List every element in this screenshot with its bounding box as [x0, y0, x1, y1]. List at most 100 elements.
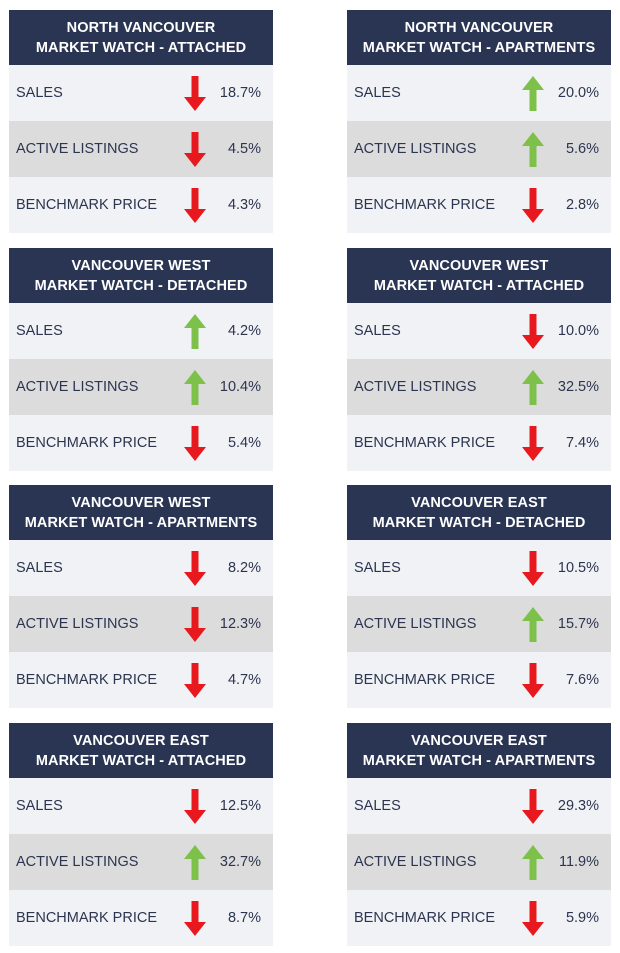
- stat-label: ACTIVE LISTINGS: [354, 616, 477, 632]
- card-region-title: NORTH VANCOUVER: [66, 19, 216, 36]
- market-card: VANCOUVER WEST MARKET WATCH - APARTMENTS S…: [9, 485, 273, 708]
- stat-row: BENCHMARK PRICE 5.9%: [347, 890, 611, 946]
- stat-value: 12.5%: [219, 798, 261, 814]
- stat-value: 32.5%: [557, 379, 599, 395]
- card-region-title: VANCOUVER WEST: [71, 494, 211, 511]
- stat-value: 18.7%: [219, 85, 261, 101]
- stat-value: 10.5%: [557, 560, 599, 576]
- arrow-down-icon: [184, 76, 206, 111]
- stat-label: BENCHMARK PRICE: [354, 910, 495, 926]
- stat-row: BENCHMARK PRICE 2.8%: [347, 177, 611, 233]
- stat-value: 4.3%: [227, 197, 261, 213]
- stat-label: ACTIVE LISTINGS: [354, 379, 477, 395]
- stat-value: 5.4%: [227, 435, 261, 451]
- stat-value: 29.3%: [557, 798, 599, 814]
- arrow-up-icon: [184, 314, 206, 349]
- arrow-down-icon: [184, 901, 206, 936]
- arrow-down-icon: [522, 551, 544, 586]
- stat-label: BENCHMARK PRICE: [354, 197, 495, 213]
- stat-value: 8.2%: [227, 560, 261, 576]
- stat-label: SALES: [354, 85, 401, 101]
- arrow-up-icon: [522, 845, 544, 880]
- arrow-up-icon: [184, 845, 206, 880]
- arrow-down-icon: [184, 426, 206, 461]
- stat-row: ACTIVE LISTINGS 5.6%: [347, 121, 611, 177]
- stat-row: BENCHMARK PRICE 8.7%: [9, 890, 273, 946]
- card-region-title: VANCOUVER WEST: [409, 257, 549, 274]
- stat-value: 4.2%: [227, 323, 261, 339]
- stat-row: BENCHMARK PRICE 5.4%: [9, 415, 273, 471]
- arrow-down-icon: [184, 607, 206, 642]
- arrow-down-icon: [522, 314, 544, 349]
- stat-row: SALES 20.0%: [347, 65, 611, 121]
- stat-label: ACTIVE LISTINGS: [16, 854, 139, 870]
- stat-row: SALES 29.3%: [347, 778, 611, 834]
- card-subtitle: MARKET WATCH - DETACHED: [372, 514, 586, 531]
- arrow-down-icon: [522, 901, 544, 936]
- stat-label: SALES: [16, 85, 63, 101]
- card-region-title: NORTH VANCOUVER: [404, 19, 554, 36]
- stat-row: ACTIVE LISTINGS 32.5%: [347, 359, 611, 415]
- stat-value: 12.3%: [219, 616, 261, 632]
- card-region-title: VANCOUVER EAST: [411, 494, 547, 511]
- market-card: VANCOUVER WEST MARKET WATCH - ATTACHED SAL…: [347, 248, 611, 471]
- stat-label: SALES: [16, 560, 63, 576]
- stat-row: SALES 4.2%: [9, 303, 273, 359]
- stat-row: BENCHMARK PRICE 7.4%: [347, 415, 611, 471]
- stat-value: 5.6%: [565, 141, 599, 157]
- stat-label: SALES: [354, 323, 401, 339]
- stat-row: ACTIVE LISTINGS 15.7%: [347, 596, 611, 652]
- card-header: NORTH VANCOUVER MARKET WATCH - ATTACHED: [9, 10, 273, 65]
- stat-row: BENCHMARK PRICE 4.3%: [9, 177, 273, 233]
- stat-label: BENCHMARK PRICE: [16, 910, 157, 926]
- card-subtitle: MARKET WATCH - APARTMENTS: [24, 514, 258, 531]
- arrow-down-icon: [522, 188, 544, 223]
- arrow-up-icon: [522, 76, 544, 111]
- card-header: VANCOUVER WEST MARKET WATCH - APARTMENTS: [9, 485, 273, 540]
- card-header: VANCOUVER WEST MARKET WATCH - ATTACHED: [347, 248, 611, 303]
- card-header: NORTH VANCOUVER MARKET WATCH - APARTMENTS: [347, 10, 611, 65]
- stat-label: SALES: [354, 798, 401, 814]
- market-card: VANCOUVER EAST MARKET WATCH - ATTACHED SAL…: [9, 723, 273, 946]
- stat-label: BENCHMARK PRICE: [16, 435, 157, 451]
- stat-label: ACTIVE LISTINGS: [16, 141, 139, 157]
- stat-label: BENCHMARK PRICE: [16, 672, 157, 688]
- market-card: NORTH VANCOUVER MARKET WATCH - APARTMENTS…: [347, 10, 611, 233]
- stat-row: SALES 18.7%: [9, 65, 273, 121]
- arrow-up-icon: [184, 370, 206, 405]
- stat-value: 32.7%: [219, 854, 261, 870]
- stat-label: BENCHMARK PRICE: [354, 672, 495, 688]
- arrow-down-icon: [184, 789, 206, 824]
- card-header: VANCOUVER EAST MARKET WATCH - ATTACHED: [9, 723, 273, 778]
- card-subtitle: MARKET WATCH - ATTACHED: [373, 277, 585, 294]
- stat-label: ACTIVE LISTINGS: [354, 141, 477, 157]
- arrow-down-icon: [184, 132, 206, 167]
- card-header: VANCOUVER WEST MARKET WATCH - DETACHED: [9, 248, 273, 303]
- arrow-down-icon: [184, 663, 206, 698]
- stat-label: SALES: [16, 798, 63, 814]
- stat-value: 10.0%: [557, 323, 599, 339]
- stat-value: 7.4%: [565, 435, 599, 451]
- card-region-title: VANCOUVER EAST: [73, 732, 209, 749]
- stat-row: ACTIVE LISTINGS 32.7%: [9, 834, 273, 890]
- arrow-down-icon: [522, 663, 544, 698]
- stat-label: ACTIVE LISTINGS: [16, 616, 139, 632]
- card-region-title: VANCOUVER EAST: [411, 732, 547, 749]
- stat-value: 10.4%: [219, 379, 261, 395]
- card-subtitle: MARKET WATCH - ATTACHED: [35, 752, 247, 769]
- stat-row: ACTIVE LISTINGS 11.9%: [347, 834, 611, 890]
- card-subtitle: MARKET WATCH - APARTMENTS: [362, 39, 596, 56]
- stat-label: ACTIVE LISTINGS: [16, 379, 139, 395]
- stat-value: 15.7%: [557, 616, 599, 632]
- market-card: VANCOUVER EAST MARKET WATCH - DETACHED SAL…: [347, 485, 611, 708]
- card-subtitle: MARKET WATCH - ATTACHED: [35, 39, 247, 56]
- card-subtitle: MARKET WATCH - APARTMENTS: [362, 752, 596, 769]
- stat-value: 8.7%: [227, 910, 261, 926]
- arrow-down-icon: [522, 426, 544, 461]
- stat-value: 2.8%: [565, 197, 599, 213]
- stat-value: 7.6%: [565, 672, 599, 688]
- stat-label: BENCHMARK PRICE: [354, 435, 495, 451]
- arrow-down-icon: [184, 188, 206, 223]
- card-region-title: VANCOUVER WEST: [71, 257, 211, 274]
- arrow-up-icon: [522, 132, 544, 167]
